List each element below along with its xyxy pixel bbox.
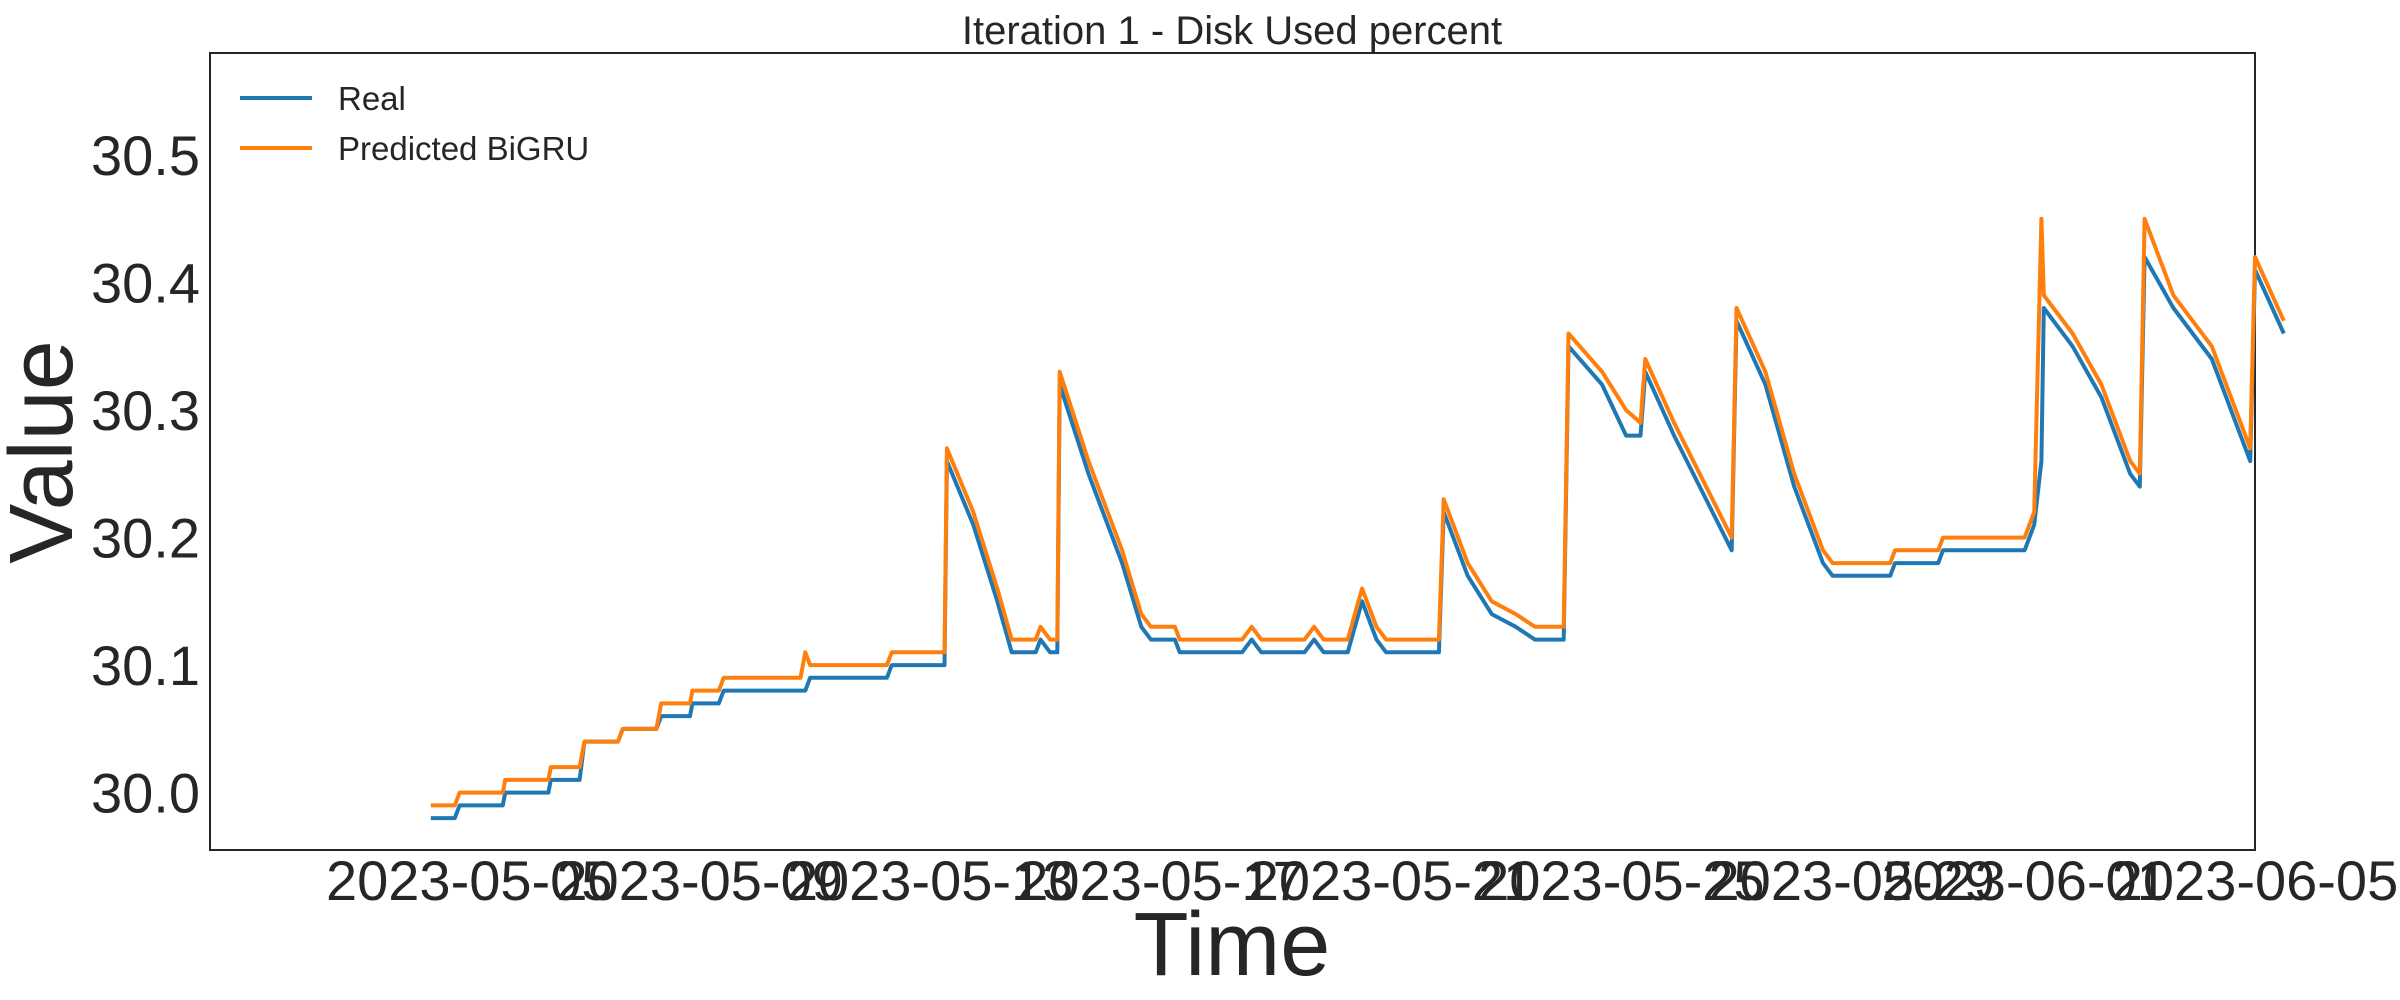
y-tick-label: 30.2 <box>91 507 200 570</box>
series-line-predicted <box>430 216 2286 808</box>
x-tick-label: 2023-05-17 <box>1017 849 1303 912</box>
x-tick-label: 2023-05-25 <box>1478 849 1764 912</box>
x-tick-label: 2023-05-05 <box>326 849 612 912</box>
x-tick-label: 2023-05-21 <box>1248 849 1534 912</box>
x-tick-label: 2023-05-29 <box>1709 849 1995 912</box>
y-tick-label: 30.5 <box>91 124 200 187</box>
chart-title: Iteration 1 - Disk Used percent <box>962 9 1502 53</box>
y-tick-label: 30.0 <box>91 762 200 825</box>
plot-area <box>209 52 2256 851</box>
x-tick-label: 2023-05-13 <box>787 849 1073 912</box>
series-line-real <box>430 255 2286 821</box>
legend-label: Real <box>338 80 406 117</box>
x-tick-label: 2023-06-05 <box>2112 849 2398 912</box>
legend: Real Predicted BiGRU <box>240 80 589 167</box>
y-tick-label: 30.1 <box>91 634 200 697</box>
y-axis-ticks: 30.0 30.1 30.2 30.3 30.4 30.5 <box>91 124 200 825</box>
x-tick-label: 2023-05-09 <box>556 849 842 912</box>
x-axis-label: Time <box>1134 895 1331 995</box>
y-tick-label: 30.3 <box>91 379 200 442</box>
legend-label: Predicted BiGRU <box>338 130 589 167</box>
x-axis-ticks: 2023-05-052023-05-092023-05-132023-05-17… <box>326 849 2398 912</box>
y-tick-label: 30.4 <box>91 252 200 315</box>
x-tick-label: 2023-06-01 <box>1881 849 2167 912</box>
series-layer <box>430 216 2286 821</box>
y-axis-label: Value <box>0 340 92 564</box>
